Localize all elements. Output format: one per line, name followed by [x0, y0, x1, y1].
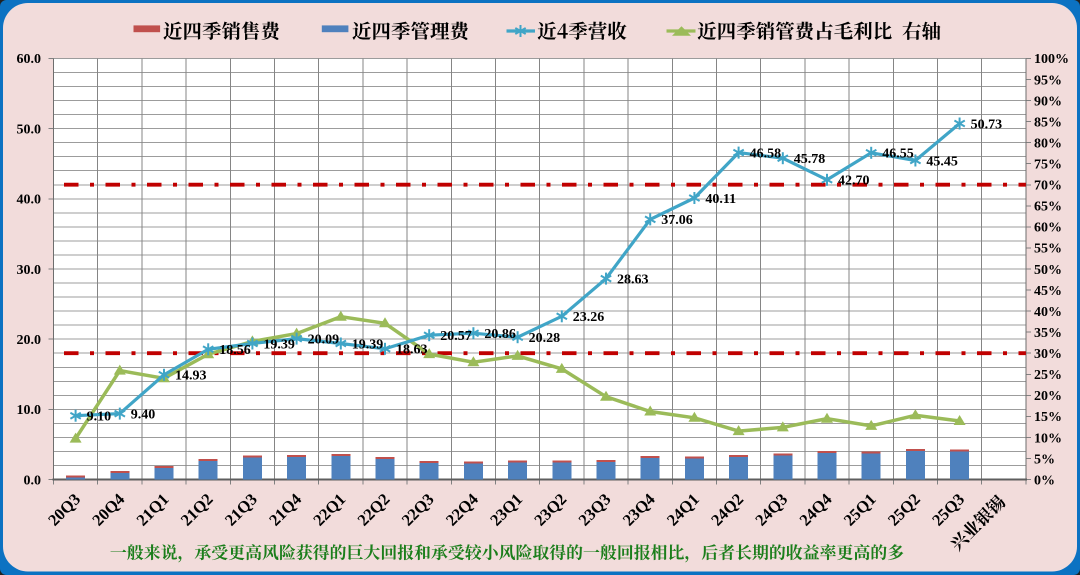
svg-text:28.63: 28.63 [617, 272, 649, 287]
svg-text:35%: 35% [1034, 326, 1062, 341]
svg-text:20%: 20% [1034, 389, 1062, 404]
svg-text:70%: 70% [1034, 179, 1062, 194]
svg-text:40.0: 40.0 [17, 193, 42, 208]
svg-text:18.56: 18.56 [219, 343, 251, 358]
svg-text:30.0: 30.0 [17, 263, 42, 278]
svg-text:50.0: 50.0 [17, 122, 42, 137]
svg-text:85%: 85% [1034, 115, 1062, 130]
svg-text:30%: 30% [1034, 347, 1062, 362]
svg-text:9.10: 9.10 [87, 410, 112, 425]
svg-text:9.40: 9.40 [131, 407, 156, 422]
svg-text:20.0: 20.0 [17, 333, 42, 348]
svg-text:50.73: 50.73 [971, 117, 1003, 132]
svg-text:18.63: 18.63 [396, 343, 428, 358]
svg-text:60%: 60% [1034, 221, 1062, 236]
svg-text:60.0: 60.0 [17, 52, 42, 67]
svg-text:45%: 45% [1034, 284, 1062, 299]
svg-text:75%: 75% [1034, 158, 1062, 173]
svg-text:80%: 80% [1034, 136, 1062, 151]
svg-text:10.0: 10.0 [17, 403, 42, 418]
svg-text:65%: 65% [1034, 200, 1062, 215]
svg-text:20.86: 20.86 [484, 327, 516, 342]
svg-text:42.70: 42.70 [838, 174, 870, 189]
svg-text:45.45: 45.45 [926, 154, 958, 169]
svg-text:46.58: 46.58 [750, 146, 782, 161]
svg-text:50%: 50% [1034, 263, 1062, 278]
svg-text:95%: 95% [1034, 73, 1062, 88]
svg-text:20.09: 20.09 [308, 332, 340, 347]
svg-text:15%: 15% [1034, 410, 1062, 425]
svg-text:0.0: 0.0 [24, 473, 42, 488]
svg-text:25%: 25% [1034, 368, 1062, 383]
svg-text:55%: 55% [1034, 242, 1062, 257]
svg-text:45.78: 45.78 [794, 152, 826, 167]
svg-text:19.39: 19.39 [263, 337, 295, 352]
svg-text:90%: 90% [1034, 94, 1062, 109]
svg-text:20.28: 20.28 [529, 331, 561, 346]
svg-text:5%: 5% [1034, 452, 1055, 467]
svg-text:19.39: 19.39 [352, 337, 384, 352]
svg-text:23.26: 23.26 [573, 310, 605, 325]
svg-text:40%: 40% [1034, 305, 1062, 320]
svg-text:0%: 0% [1034, 473, 1055, 488]
svg-text:37.06: 37.06 [661, 213, 693, 228]
svg-text:46.55: 46.55 [882, 147, 914, 162]
svg-text:20.57: 20.57 [440, 329, 472, 344]
svg-text:14.93: 14.93 [175, 369, 207, 384]
svg-text:10%: 10% [1034, 431, 1062, 446]
svg-text:100%: 100% [1034, 52, 1069, 67]
svg-text:40.11: 40.11 [705, 192, 736, 207]
